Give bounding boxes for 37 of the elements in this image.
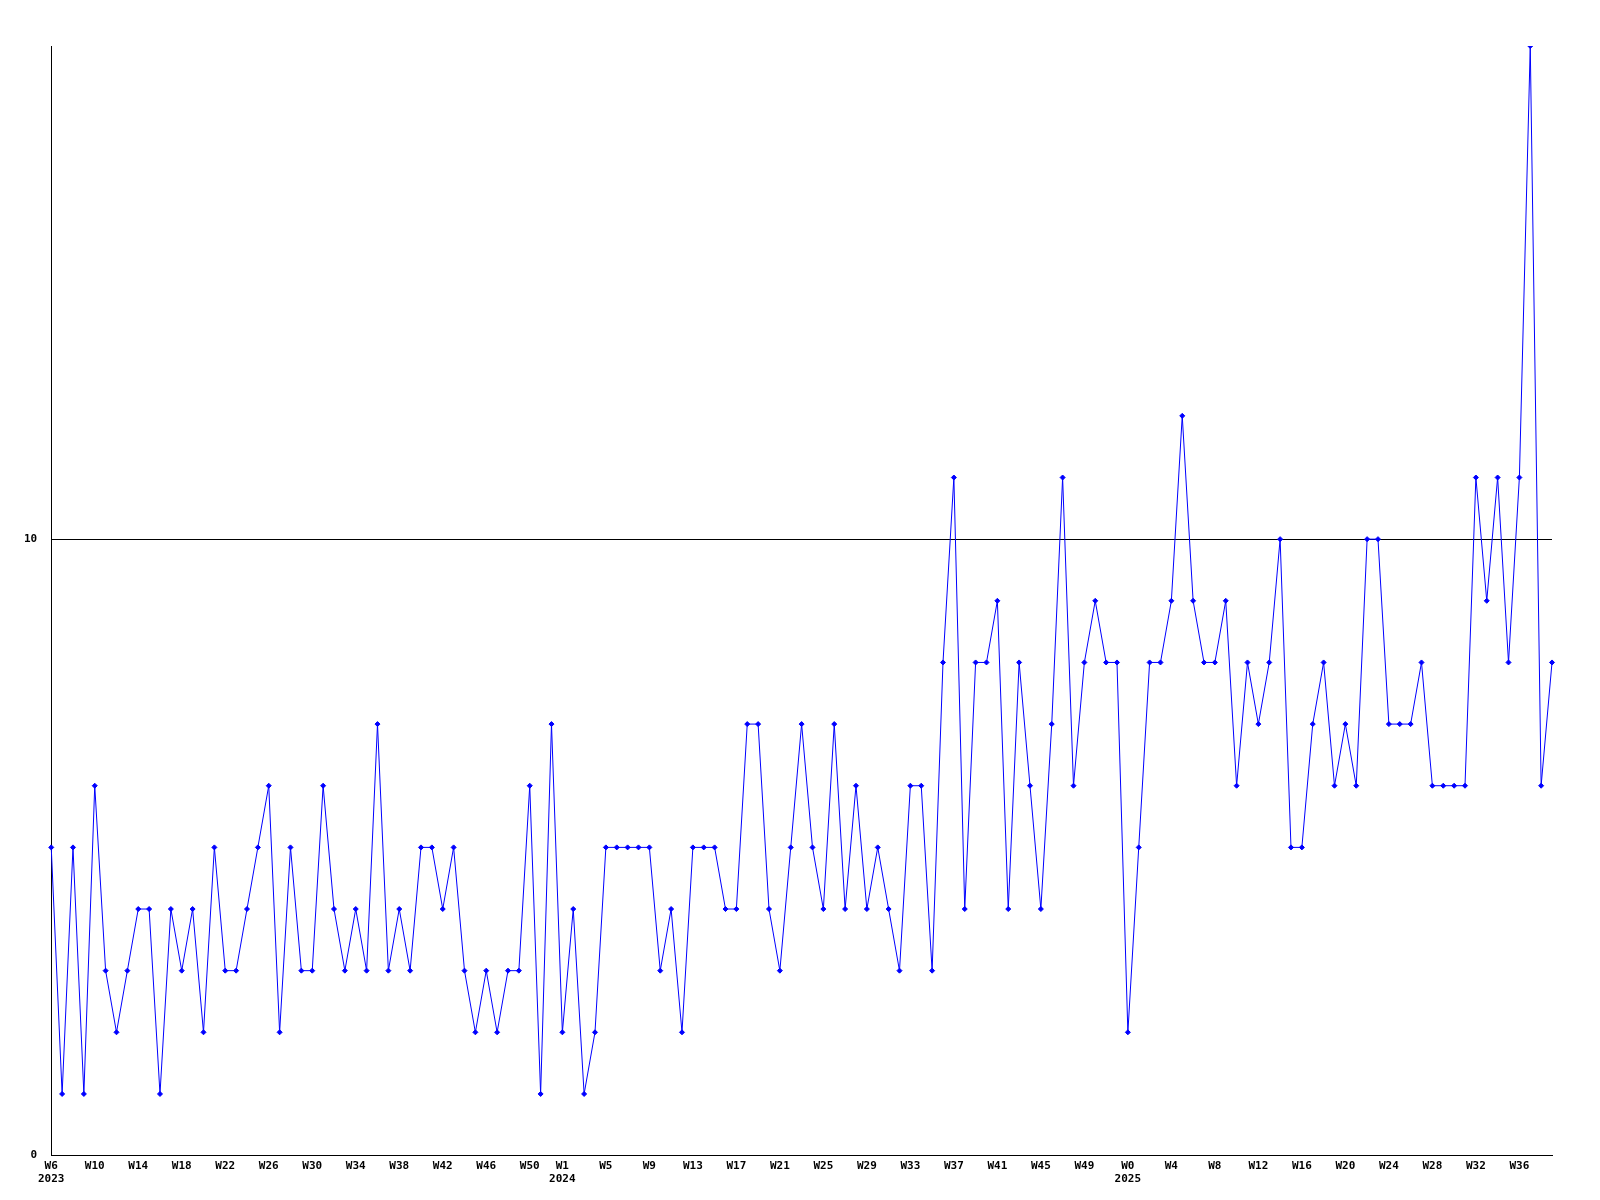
- x-tick-label: W45: [1030, 1159, 1051, 1173]
- x-tick-label: W42: [432, 1159, 453, 1173]
- x-tick-label: W37: [943, 1159, 964, 1173]
- y-tick-label: 0: [30, 1148, 38, 1162]
- x-tick-label: W34: [345, 1159, 367, 1173]
- x-tick-label: W30: [302, 1159, 323, 1173]
- x-tick-label: W5: [599, 1159, 613, 1173]
- x-tick-label: W13: [682, 1159, 703, 1173]
- x-tick-label: W50: [519, 1159, 540, 1173]
- x-tick-label: W6 2023: [38, 1159, 65, 1186]
- x-tick-label: W25: [813, 1159, 834, 1173]
- x-tick-label: W12: [1248, 1159, 1269, 1173]
- x-tick-label: W9: [642, 1159, 656, 1173]
- x-tick-label: W32: [1465, 1159, 1486, 1173]
- x-tick-label: W41: [987, 1159, 1008, 1173]
- x-tick-label: W26: [258, 1159, 280, 1173]
- x-tick-label: W0 2025: [1114, 1159, 1142, 1186]
- x-tick-label: W38: [389, 1159, 410, 1173]
- x-tick-label: W8: [1208, 1159, 1222, 1173]
- x-tick-label: W1 2024: [549, 1159, 576, 1186]
- x-tick-label: W16: [1291, 1159, 1313, 1173]
- x-tick-label: W22: [215, 1159, 236, 1173]
- y-tick-label: 10: [24, 532, 38, 546]
- x-tick-label: W14: [128, 1159, 149, 1173]
- x-tick-label: W10: [84, 1159, 105, 1173]
- x-tick-label: W33: [900, 1159, 921, 1173]
- x-tick-label: W17: [726, 1159, 747, 1173]
- x-tick-label: W18: [171, 1159, 192, 1173]
- x-tick-label: W46: [476, 1159, 497, 1173]
- x-tick-label: W24: [1378, 1159, 1400, 1173]
- x-tick-label: W29: [856, 1159, 877, 1173]
- x-tick-label: W21: [769, 1159, 791, 1173]
- x-tick-label: W28: [1422, 1159, 1443, 1173]
- x-tick-label: W20: [1335, 1159, 1356, 1173]
- x-tick-label: W36: [1509, 1159, 1530, 1173]
- x-tick-label: W49: [1074, 1159, 1095, 1173]
- x-tick-label: W4: [1164, 1159, 1179, 1173]
